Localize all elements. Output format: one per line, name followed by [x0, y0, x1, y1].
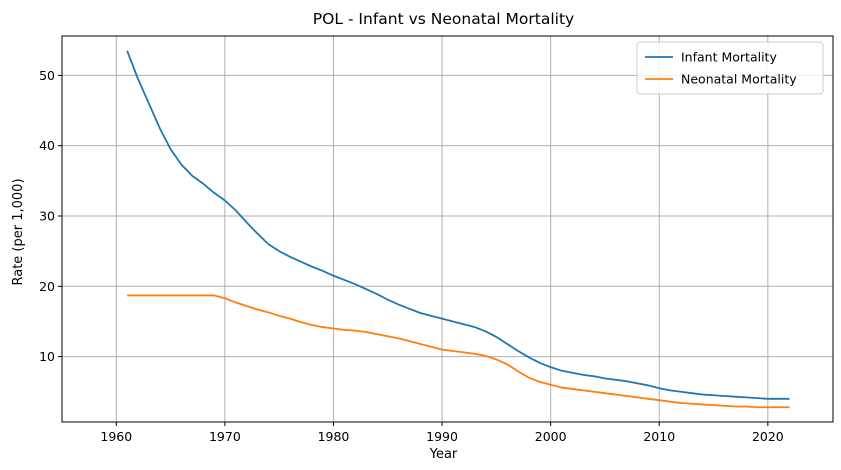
- series-line-neonatal-mortality: [127, 294, 790, 409]
- chart-title: POL - Infant vs Neonatal Mortality: [313, 10, 574, 28]
- series-layer: [126, 50, 790, 409]
- legend-label: Infant Mortality: [681, 50, 777, 65]
- x-tick-label: 1980: [318, 429, 350, 444]
- legend: Infant Mortality Neonatal Mortality: [636, 41, 824, 95]
- x-tick-label: 2010: [643, 429, 675, 444]
- legend-box: [636, 41, 824, 95]
- y-tick-label: 10: [39, 349, 55, 364]
- y-tick-label: 40: [39, 138, 55, 153]
- y-tick-label: 50: [39, 68, 55, 83]
- grid: [62, 36, 833, 422]
- x-tick-label: 1970: [209, 429, 241, 444]
- x-axis: 1960 1970 1980 1990 2000 2010 2020: [100, 422, 784, 444]
- x-tick-label: 2020: [752, 429, 784, 444]
- y-axis-label: Rate (per 1,000): [11, 178, 26, 285]
- x-tick-label: 1960: [100, 429, 132, 444]
- series-line-infant-mortality: [126, 50, 790, 400]
- y-tick-label: 20: [39, 279, 55, 294]
- y-tick-label: 30: [39, 208, 55, 223]
- legend-label: Neonatal Mortality: [681, 72, 797, 87]
- plot-frame: [61, 35, 834, 423]
- x-tick-label: 1990: [426, 429, 458, 444]
- y-axis: 10 20 30 40 50: [39, 68, 62, 364]
- x-axis-label: Year: [429, 447, 458, 462]
- x-tick-label: 2000: [535, 429, 567, 444]
